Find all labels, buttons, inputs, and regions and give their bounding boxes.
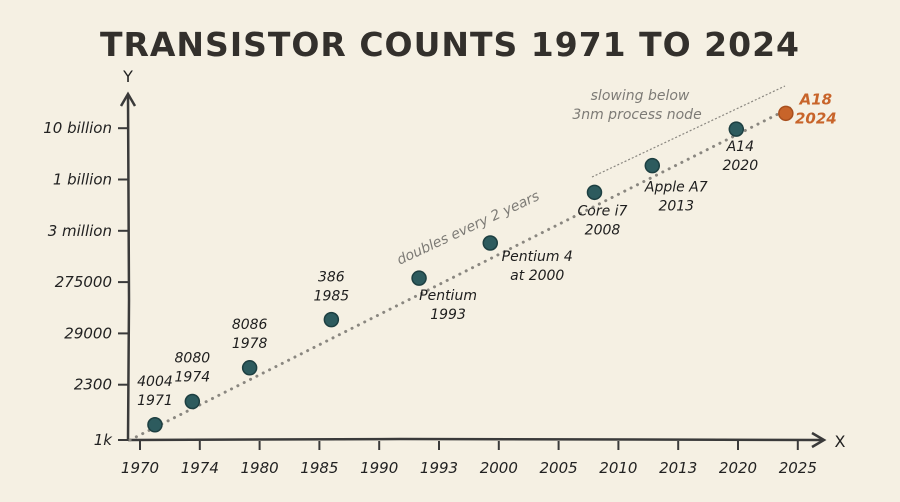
data-point-apple-a7	[644, 157, 661, 174]
x-tick-label: 1993	[420, 459, 458, 477]
x-tick-label: 2000	[480, 459, 518, 477]
x-axis-label: X	[835, 432, 846, 451]
y-axis-label: Y	[122, 67, 133, 86]
data-point-4004	[147, 417, 163, 433]
point-year-label: 1978	[232, 336, 268, 352]
chart-title: TRANSISTOR COUNTS 1971 TO 2024	[100, 25, 800, 64]
point-name-label: Apple A7	[644, 180, 708, 196]
point-year-label: 1971	[137, 393, 173, 409]
point-name-label: A14	[726, 139, 754, 155]
y-tick-label: 3 million	[48, 222, 112, 240]
y-tick-label: 2300	[74, 376, 112, 394]
y-tick-label: 1k	[94, 431, 114, 449]
data-point-pentium-4	[482, 235, 499, 251]
x-tick-label: 1970	[121, 459, 159, 477]
point-name-label: 386	[318, 270, 345, 286]
point-name-label: 4004	[137, 374, 173, 390]
x-tick-label: 2013	[659, 459, 697, 477]
point-year-label: 1993	[430, 307, 466, 323]
point-name-label: Pentium 4	[502, 249, 573, 265]
data-point-a18	[778, 105, 794, 122]
data-point-core-i7	[586, 184, 603, 201]
point-year-label: 1974	[175, 370, 211, 386]
x-axis	[127, 437, 823, 442]
data-point-a14	[728, 121, 745, 137]
point-name-label: 8086	[232, 317, 268, 333]
point-year-label: 2013	[658, 199, 694, 215]
y-tick-label: 275000	[55, 273, 112, 291]
y-tick-label: 10 billion	[43, 119, 112, 137]
x-tick-label: 2025	[779, 459, 817, 477]
axes: Y X	[119, 67, 846, 451]
slowing-line	[591, 85, 786, 178]
x-tick-label: 1980	[241, 459, 279, 477]
trend-line	[128, 106, 792, 442]
x-axis-arrow-icon	[811, 431, 827, 449]
x-tick-label: 2010	[599, 459, 637, 477]
y-axis	[126, 95, 131, 441]
slowing-annotation-line2: 3nm process node	[572, 107, 701, 123]
point-name-label: A18	[799, 90, 832, 108]
x-tick-label: 1985	[300, 459, 338, 477]
point-name-label: Pentium	[419, 288, 477, 304]
y-tick-label: 1 billion	[53, 171, 112, 189]
slowing-annotation-line1: slowing below	[591, 88, 690, 104]
x-tick-label: 2005	[540, 459, 578, 477]
data-point-8086	[241, 360, 258, 376]
point-year-label: 1985	[314, 289, 350, 305]
point-year-label: 2024	[795, 109, 837, 127]
data-point-386	[323, 311, 340, 328]
y-tick-label: 29000	[64, 324, 112, 342]
point-year-label: 2008	[585, 222, 621, 238]
point-name-label: 8080	[175, 351, 211, 367]
point-year-label: 2020	[722, 158, 758, 174]
data-point-8080	[184, 393, 201, 410]
x-tick-label: 2020	[719, 459, 757, 477]
y-axis-arrow-icon	[119, 91, 137, 107]
point-name-label: Core i7	[577, 203, 627, 219]
x-tick-label: 1974	[181, 459, 219, 477]
point-year-label: at 2000	[510, 268, 564, 284]
x-tick-label: 1990	[360, 459, 398, 477]
data-point-pentium	[411, 270, 427, 286]
